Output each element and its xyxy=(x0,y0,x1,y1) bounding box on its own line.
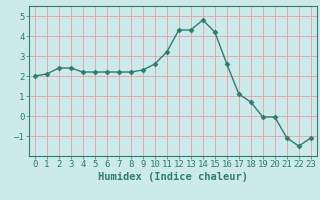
X-axis label: Humidex (Indice chaleur): Humidex (Indice chaleur) xyxy=(98,172,248,182)
